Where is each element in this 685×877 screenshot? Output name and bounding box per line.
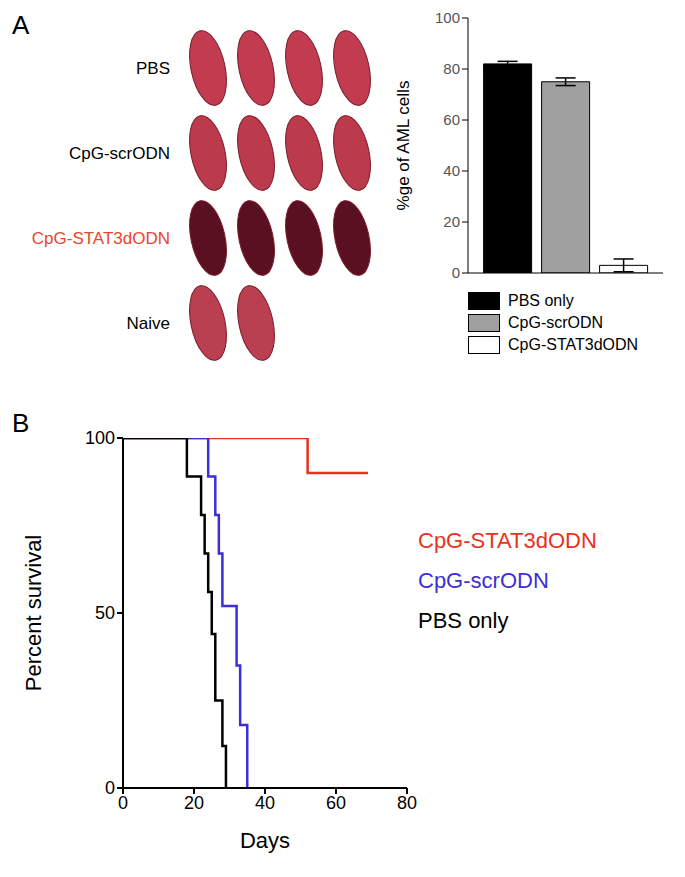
html-text:CpG-scrODN: CpG-scrODN — [418, 568, 549, 593]
svg-text:50: 50 — [95, 603, 115, 623]
svg-text:CpG-scrODN: CpG-scrODN — [69, 144, 170, 163]
svg-text:20: 20 — [443, 213, 460, 230]
svg-text:%ge of AML cells: %ge of AML cells — [394, 81, 413, 211]
svg-text:100: 100 — [435, 9, 460, 26]
html-text:CpG-STAT3dODN: CpG-STAT3dODN — [508, 336, 639, 353]
html-text:CpG-STAT3dODN: CpG-STAT3dODN — [418, 528, 597, 553]
svg-text:A: A — [12, 10, 30, 40]
svg-text:60: 60 — [326, 793, 346, 813]
svg-text:Days: Days — [240, 828, 290, 853]
svg-text:80: 80 — [443, 60, 460, 77]
html-text:PBS only: PBS only — [508, 292, 574, 309]
svg-text:0: 0 — [118, 793, 128, 813]
svg-text:PBS: PBS — [136, 59, 170, 78]
svg-text:40: 40 — [443, 162, 460, 179]
html-text:B: B — [12, 408, 30, 438]
svg-text:40: 40 — [255, 793, 275, 813]
svg-text:20: 20 — [184, 793, 204, 813]
html-text:PBS only: PBS only — [418, 608, 509, 633]
svg-text:0: 0 — [452, 264, 460, 281]
svg-text:Naive: Naive — [127, 314, 170, 333]
svg-text:60: 60 — [443, 111, 460, 128]
svg-text:Percent survival: Percent survival — [21, 535, 46, 692]
svg-text:0: 0 — [105, 778, 115, 798]
svg-text:80: 80 — [397, 793, 417, 813]
svg-text:CpG-STAT3dODN: CpG-STAT3dODN — [32, 229, 170, 248]
svg-text:100: 100 — [85, 428, 115, 448]
html-text:CpG-scrODN: CpG-scrODN — [508, 314, 604, 331]
